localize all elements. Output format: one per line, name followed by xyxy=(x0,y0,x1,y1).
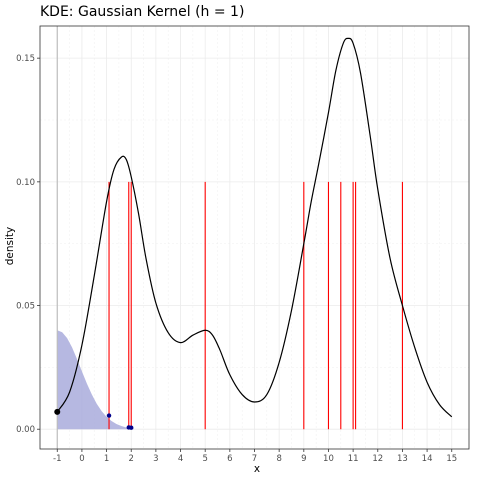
observations xyxy=(108,181,403,430)
y-axis: 0.00 0.05 0.10 0.15 xyxy=(16,54,40,435)
x-tick-label: 9 xyxy=(301,454,306,464)
y-tick-label: 0.10 xyxy=(16,178,35,188)
x-tick-label: 4 xyxy=(178,454,183,464)
x-tick-label: 2 xyxy=(129,454,134,464)
x-axis-title: x xyxy=(254,463,260,475)
chart-title: KDE: Gaussian Kernel (h = 1) xyxy=(40,4,244,20)
kernel-area xyxy=(57,330,134,430)
x-tick-label: 0 xyxy=(79,454,84,464)
x-tick-label: 14 xyxy=(422,454,433,464)
cursor-point xyxy=(54,408,61,415)
x-tick-label: 10 xyxy=(323,454,334,464)
kde-curve xyxy=(56,37,453,418)
x-tick-label: 12 xyxy=(372,454,383,464)
x-tick-label: 13 xyxy=(397,454,408,464)
x-axis: -1 0 1 2 3 4 5 6 7 8 9 10 11 12 13 14 15 xyxy=(53,449,457,464)
x-tick-label: -1 xyxy=(53,454,61,464)
y-tick-label: 0.00 xyxy=(16,425,35,435)
y-tick-label: 0.05 xyxy=(16,302,35,312)
kernel-point xyxy=(129,425,134,430)
y-tick-label: 0.15 xyxy=(16,54,35,64)
kernel-point xyxy=(106,413,112,418)
kernel-points xyxy=(54,408,134,430)
y-axis-title: density xyxy=(4,227,16,266)
x-tick-label: 7 xyxy=(252,454,257,464)
kernel-area-fill xyxy=(57,330,134,430)
x-tick-label: 15 xyxy=(446,454,457,464)
x-tick-label: 8 xyxy=(276,454,281,464)
x-tick-label: 5 xyxy=(202,454,207,464)
x-tick-label: 3 xyxy=(153,454,158,464)
x-tick-label: 1 xyxy=(104,454,109,464)
x-tick-label: 6 xyxy=(227,454,232,464)
grid xyxy=(40,26,469,449)
kde-curve-line xyxy=(56,37,453,418)
x-tick-label: 11 xyxy=(348,454,359,464)
